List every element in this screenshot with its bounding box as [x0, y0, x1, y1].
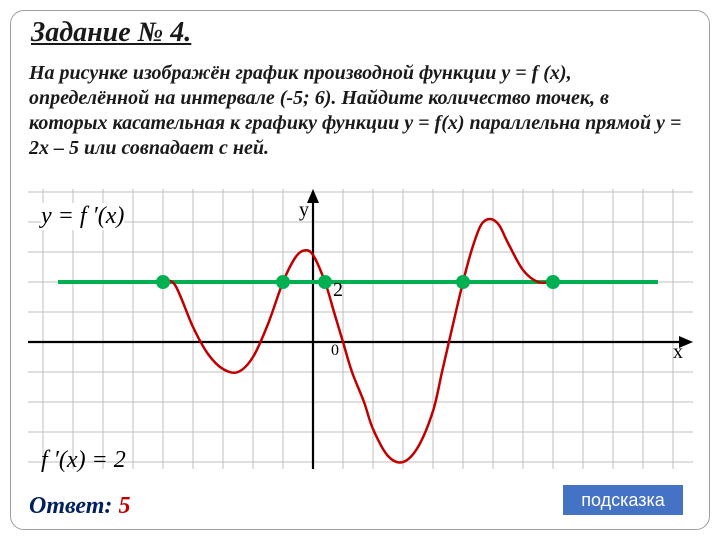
equation-slope: f ′(x) = 2 [41, 447, 126, 474]
task-title: Задание № 4. [31, 17, 191, 49]
origin-label: 0 [331, 342, 339, 360]
hint-button[interactable]: подсказка [563, 485, 683, 515]
task-text: На рисунке изображён график производной … [29, 61, 687, 161]
axis-y-label: y [299, 199, 309, 222]
derivative-chart [28, 189, 693, 469]
answer-value: 5 [118, 493, 130, 519]
answer: Ответ: 5 [29, 493, 130, 520]
axis-x-label: x [673, 341, 683, 364]
y-tick-2: 2 [333, 279, 343, 302]
slide-frame: Задание № 4. На рисунке изображён график… [10, 10, 710, 530]
equation-derivative: y = f ′(x) [41, 203, 124, 230]
answer-label: Ответ: [29, 493, 112, 519]
